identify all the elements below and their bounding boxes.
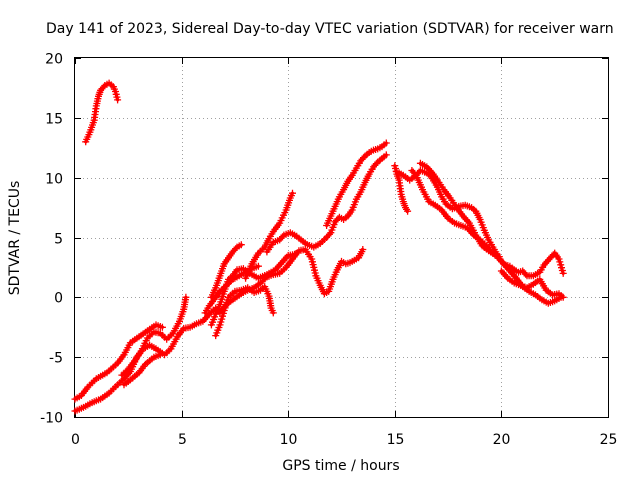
series-layer [71, 79, 567, 415]
series-segment-12 [391, 162, 412, 215]
series-markers [207, 241, 245, 301]
y-tick-label: 20 [45, 52, 63, 68]
y-tick-label: -5 [49, 351, 63, 367]
x-axis-label: GPS time / hours [282, 458, 399, 474]
series-segment-9 [242, 189, 296, 282]
series-markers [82, 79, 122, 146]
y-tick-label: 10 [45, 172, 63, 188]
series-markers [263, 151, 390, 256]
y-axis-label: SDTVAR / TECUs [7, 181, 23, 296]
x-tick-label: 10 [280, 432, 298, 448]
series-segment-17 [82, 79, 122, 146]
y-tick-label: 0 [54, 291, 63, 307]
x-tick-label: 25 [600, 432, 618, 448]
chart-title: Day 141 of 2023, Sidereal Day-to-day VTE… [46, 21, 614, 37]
series-segment-8 [207, 241, 245, 301]
series-markers [323, 139, 390, 229]
series-markers [242, 189, 296, 282]
series-segment-15 [416, 159, 503, 261]
series-segment-1 [71, 321, 166, 403]
series-markers [118, 293, 190, 379]
series-segment-4 [120, 351, 164, 389]
series-markers [497, 267, 567, 301]
y-tick-label: 5 [54, 232, 63, 248]
series-segment-16 [497, 267, 567, 301]
plot-frame [74, 57, 609, 418]
y-tick-label: 15 [45, 112, 63, 128]
series-markers [416, 159, 503, 261]
series-line [325, 141, 388, 228]
y-tick-label: -10 [40, 411, 63, 427]
series-segment-11 [323, 139, 390, 229]
series-segment-7 [212, 283, 277, 340]
x-tick-label: 0 [71, 432, 80, 448]
series-markers [71, 321, 166, 403]
series-markers [120, 351, 164, 389]
series-segment-3 [118, 293, 190, 379]
x-tick-label: 15 [387, 432, 405, 448]
ticks: 0 5 10 15 20 25 -10 -5 0 5 10 15 20 [40, 52, 617, 449]
x-tick-label: 20 [493, 432, 511, 448]
x-tick-label: 5 [178, 432, 187, 448]
series-segment-10 [263, 151, 390, 256]
grid [75, 58, 608, 417]
series-markers [212, 283, 277, 340]
